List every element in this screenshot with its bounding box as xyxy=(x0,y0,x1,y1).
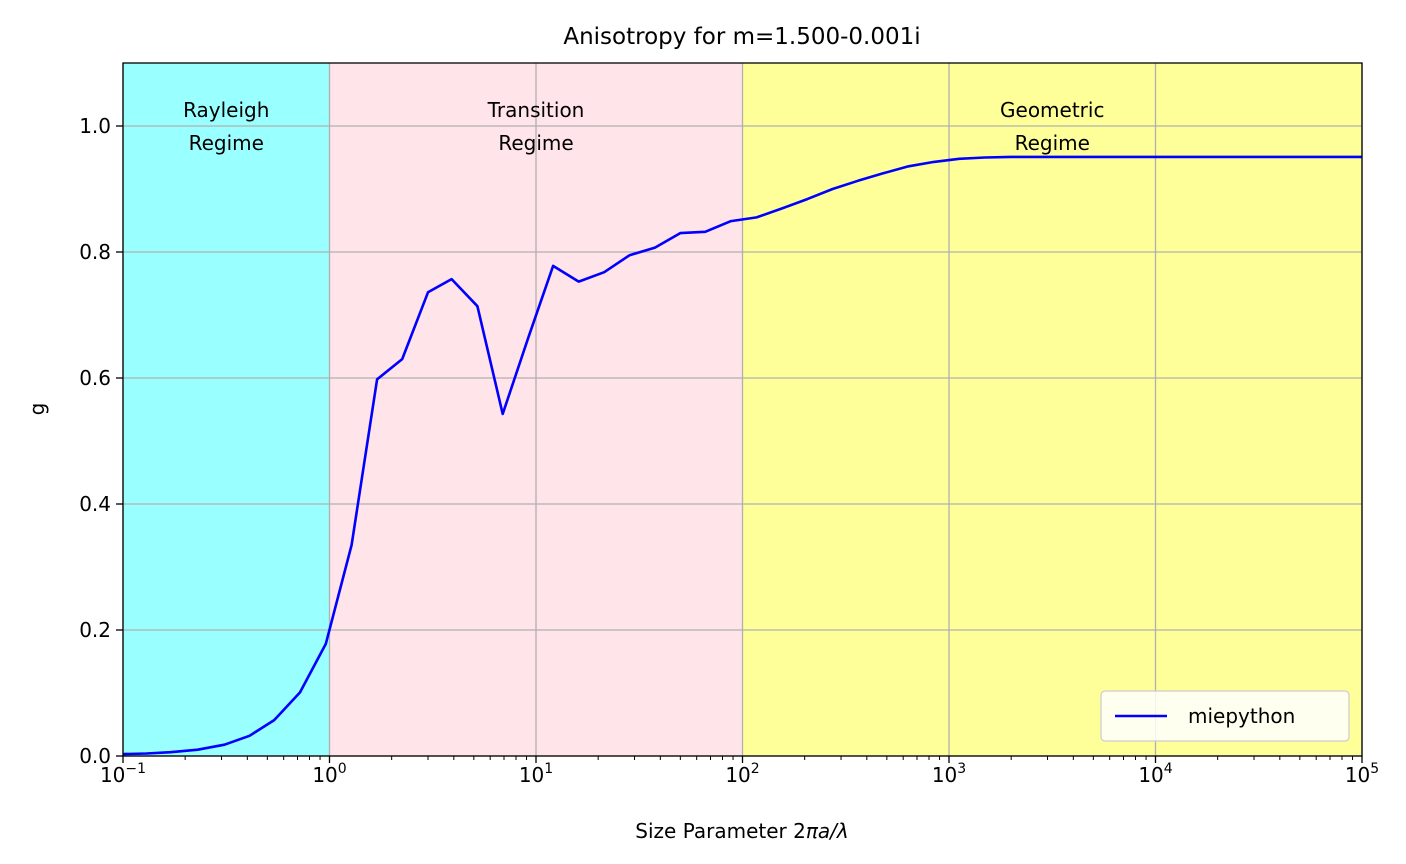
x-tick-base: 10 xyxy=(100,763,125,787)
x-tick-exponent: 5 xyxy=(1370,761,1379,777)
x-tick-base: 10 xyxy=(725,763,750,787)
x-tick-base: 10 xyxy=(519,763,544,787)
x-tick-exponent: 1 xyxy=(544,761,553,777)
region-label-line2: Regime xyxy=(498,131,573,155)
x-tick-label: 101 xyxy=(519,761,553,787)
x-tick-base: 10 xyxy=(312,763,337,787)
y-axis-ticks: 0.0 0.2 0.4 0.6 0.8 1.0 xyxy=(79,114,123,768)
chart-title: Anisotropy for m=1.500-0.001i xyxy=(563,24,920,50)
region-label-line1: Rayleigh xyxy=(183,98,269,122)
y-tick-label: 0.6 xyxy=(79,366,111,390)
x-tick-base: 10 xyxy=(932,763,957,787)
x-axis-label: Size Parameter 2πa/λ xyxy=(635,819,848,843)
region-label-line2: Regime xyxy=(189,131,264,155)
region-label-line1: Geometric xyxy=(1000,98,1104,122)
x-tick-label: 104 xyxy=(1138,761,1172,787)
y-tick-label: 0.0 xyxy=(79,744,111,768)
y-tick-label: 0.4 xyxy=(79,492,111,516)
x-axis-ticks: 10−1 100 101 102 103 104 105 xyxy=(100,756,1379,787)
x-tick-base: 10 xyxy=(1138,763,1163,787)
legend: miepython xyxy=(1100,690,1350,742)
x-tick-label: 100 xyxy=(312,761,346,787)
y-tick-label: 1.0 xyxy=(79,114,111,138)
x-tick-exponent: 0 xyxy=(338,761,347,777)
x-tick-label: 102 xyxy=(725,761,759,787)
legend-box xyxy=(1100,690,1350,742)
y-tick-label: 0.8 xyxy=(79,240,111,264)
region-label-line2: Regime xyxy=(1015,131,1090,155)
y-tick-label: 0.2 xyxy=(79,618,111,642)
x-axis-label-symbol: πa/λ xyxy=(806,819,849,843)
x-tick-label: 103 xyxy=(932,761,966,787)
region-label-transition: Transition Regime xyxy=(487,98,585,155)
x-axis-label-prefix: Size Parameter 2 xyxy=(635,819,806,843)
region-geometric xyxy=(742,63,1362,756)
x-tick-exponent: 4 xyxy=(1164,761,1173,777)
x-tick-exponent: −1 xyxy=(125,761,146,777)
legend-label-miepython: miepython xyxy=(1188,704,1295,728)
x-tick-label: 10−1 xyxy=(100,761,146,787)
region-label-line1: Transition xyxy=(487,98,585,122)
series-line-miepython xyxy=(122,155,1362,756)
x-minor-ticks xyxy=(184,756,1354,760)
data-series xyxy=(122,155,1362,756)
x-tick-base: 10 xyxy=(1345,763,1370,787)
region-label-geometric: Geometric Regime xyxy=(1000,98,1104,155)
region-labels: Rayleigh Regime Transition Regime Geometric R… xyxy=(183,98,1104,155)
x-tick-label: 105 xyxy=(1345,761,1379,787)
y-axis-label: g xyxy=(25,403,49,416)
x-tick-exponent: 3 xyxy=(957,761,966,777)
region-label-rayleigh: Rayleigh Regime xyxy=(183,98,269,155)
regime-regions xyxy=(123,63,1362,756)
x-tick-exponent: 2 xyxy=(751,761,760,777)
region-rayleigh xyxy=(123,63,330,756)
